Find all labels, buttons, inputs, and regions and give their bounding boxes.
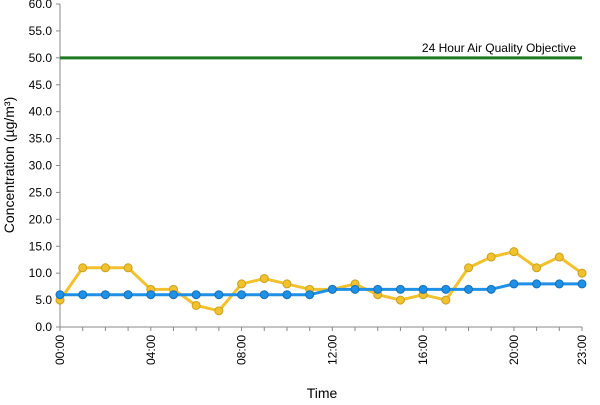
series-1-point <box>577 268 587 278</box>
series-1-point <box>395 295 405 305</box>
series-1-point <box>486 252 496 262</box>
objective-label: 24 Hour Air Quality Objective <box>422 41 576 55</box>
series-2-point <box>305 290 315 300</box>
series-2-point <box>509 279 519 289</box>
series-2-point <box>237 290 247 300</box>
series-1-point <box>509 247 519 257</box>
x-tick-label: 20:00 <box>507 335 521 365</box>
series-2-point <box>350 284 360 294</box>
y-tick-label: 0.0 <box>35 320 52 334</box>
series-2-point <box>259 290 269 300</box>
series-2-point <box>327 284 337 294</box>
series-2-point <box>123 290 133 300</box>
series-2-point <box>418 284 428 294</box>
y-tick-label: 15.0 <box>29 239 53 253</box>
series-group <box>55 247 587 316</box>
y-tick-label: 60.0 <box>29 0 53 11</box>
series-1-point <box>78 263 88 273</box>
y-tick-label: 35.0 <box>29 132 53 146</box>
series-1-point <box>259 274 269 284</box>
series-2-point <box>395 284 405 294</box>
series-2-point <box>441 284 451 294</box>
y-tick-label: 10.0 <box>29 266 53 280</box>
series-2-point <box>146 290 156 300</box>
x-tick-label: 04:00 <box>144 335 158 365</box>
x-axis-title: Time <box>307 385 338 400</box>
series-2-point <box>282 290 292 300</box>
y-tick-label: 55.0 <box>29 24 53 38</box>
y-tick-label: 40.0 <box>29 105 53 119</box>
series-2-point <box>577 279 587 289</box>
y-axis-title: Concentration (µg/m³) <box>1 97 17 233</box>
series-2-point <box>214 290 224 300</box>
x-tick-label: 16:00 <box>416 335 430 365</box>
x-tick-label: 00:00 <box>53 335 67 365</box>
series-2-point <box>191 290 201 300</box>
series-2-point <box>100 290 110 300</box>
x-tick-label: 08:00 <box>235 335 249 365</box>
series-1-point <box>100 263 110 273</box>
series-1-point <box>237 279 247 289</box>
series-1-point <box>441 295 451 305</box>
series-2-point <box>486 284 496 294</box>
x-tick-label: 23:00 <box>575 335 589 365</box>
series-2-point <box>78 290 88 300</box>
series-1-point <box>464 263 474 273</box>
y-tick-label: 50.0 <box>29 51 53 65</box>
series-1-point <box>191 300 201 310</box>
series-1-line <box>58 250 583 313</box>
series-2-point <box>373 284 383 294</box>
series-1-point <box>554 252 564 262</box>
series-2-point <box>464 284 474 294</box>
series-1-point <box>123 263 133 273</box>
series-2-point <box>55 290 65 300</box>
series-1-point <box>214 306 224 316</box>
objective-line-group: 24 Hour Air Quality Objective <box>60 41 582 60</box>
y-tick-label: 30.0 <box>29 159 53 173</box>
y-tick-label: 20.0 <box>29 212 53 226</box>
series-1-point <box>532 263 542 273</box>
x-tick-label: 12:00 <box>325 335 339 365</box>
y-tick-label: 5.0 <box>35 293 52 307</box>
y-tick-label: 45.0 <box>29 78 53 92</box>
axes: 0.0 5.0 10.0 15.0 20.0 25.0 30.0 35.0 40.0 45.0 50… <box>29 0 589 365</box>
series-1-point <box>282 279 292 289</box>
y-tick-label: 25.0 <box>29 185 53 199</box>
series-2-point <box>554 279 564 289</box>
series-2-point <box>168 290 178 300</box>
series-2-point <box>532 279 542 289</box>
